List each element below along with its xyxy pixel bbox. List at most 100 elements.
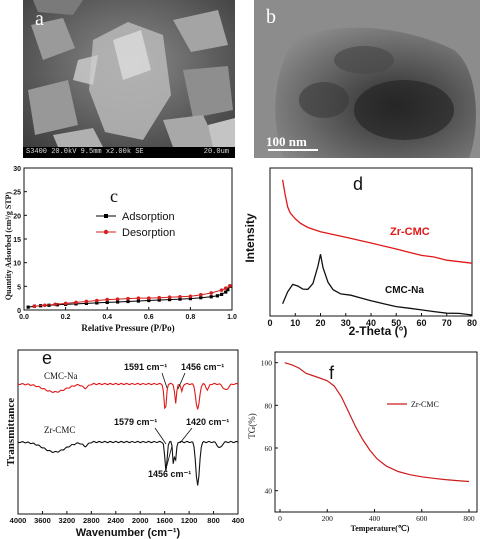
x-tick-label: 10 (290, 318, 300, 328)
data-point (199, 296, 203, 300)
x-tick-label: 400 (232, 516, 245, 525)
x-tick-label: 0.8 (186, 314, 196, 321)
data-point (63, 301, 68, 306)
x-tick-label: 1600 (156, 516, 173, 525)
y-tick-label: 15 (13, 237, 21, 244)
y-tick-label: 80 (265, 401, 273, 410)
annotation-arrow (161, 372, 168, 389)
annotation-1591: 1591 cm⁻¹ (124, 362, 167, 372)
data-point (226, 288, 230, 292)
panel-letter-c: c (110, 186, 118, 206)
legend-label: Desorption (122, 227, 175, 239)
data-point (26, 305, 30, 309)
series-line (282, 254, 473, 316)
data-point (188, 294, 193, 299)
series-line (281, 179, 473, 264)
x-tick-label: 3200 (59, 516, 76, 525)
data-point (55, 303, 59, 307)
data-point (157, 295, 161, 300)
data-point (199, 293, 203, 297)
x-tick-label: 50 (391, 318, 401, 328)
x-tick-label: 3600 (34, 516, 51, 525)
x-tick-label: 600 (416, 514, 428, 523)
x-tick-label: 400 (369, 514, 381, 523)
data-point (209, 291, 213, 295)
y-tick-label: 60 (265, 444, 273, 453)
tem-image-panel: b 100 nm (254, 0, 480, 158)
legend-marker (103, 229, 109, 235)
sem-texture (23, 0, 235, 158)
x-tick-label: 80 (467, 318, 477, 328)
x-tick-label: 800 (207, 516, 220, 525)
x-tick-label: 2000 (132, 516, 149, 525)
data-point (126, 299, 130, 304)
data-point (157, 298, 161, 302)
data-point (74, 300, 78, 305)
data-point (147, 296, 151, 300)
series-label-cmc-na: CMC-Na (44, 371, 78, 381)
legend-label: Zr-CMC (411, 400, 439, 409)
series-label-zr-cmc: Zr-CMC (390, 226, 430, 238)
y-tick-label: 40 (265, 487, 273, 496)
x-tick-label: 2400 (107, 516, 124, 525)
isotherm-chart: 0.0 0.2 0.4 0.6 0.8 1.0 0 5 10 15 20 25 30 c Adsorpt… (4, 166, 237, 333)
data-point (136, 299, 140, 303)
sem-image-panel: a S3400 20.0kV 9.5mm x2.00k SE 20.0um (23, 0, 235, 158)
y-tick-label: 10 (13, 261, 21, 268)
panel-letter-e: e (42, 348, 52, 368)
annotation-1456-bottom: 1456 cm⁻¹ (148, 469, 191, 479)
sem-parameters: S3400 20.0kV 9.5mm x2.00k SE (26, 148, 144, 156)
data-point (84, 299, 89, 304)
data-point (126, 296, 130, 301)
series-label-zr-cmc: Zr-CMC (44, 425, 75, 435)
x-tick-label: 4000 (10, 516, 27, 525)
data-point (84, 301, 88, 305)
x-tick-label: 200 (322, 514, 334, 523)
sem-info-bar: S3400 20.0kV 9.5mm x2.00k SE 20.0um (23, 147, 235, 158)
plot-frame (274, 351, 478, 513)
x-tick-label: 0.6 (144, 314, 154, 321)
annotation-arrow (165, 445, 173, 470)
data-point (95, 301, 99, 305)
x-tick-label: 0 (267, 318, 272, 328)
series-line (284, 362, 470, 483)
data-point (223, 286, 228, 291)
y-tick-label: 5 (17, 284, 21, 291)
tem-texture (254, 0, 480, 158)
y-tick-label: 0 (17, 308, 21, 315)
annotation-arrow (154, 427, 167, 445)
panel-letter-b: b (266, 6, 276, 28)
tem-scale-bar (268, 149, 318, 151)
x-axis-label: Wavenumber (cm⁻¹) (76, 527, 181, 539)
data-point (219, 288, 224, 292)
x-tick-label: 800 (463, 514, 475, 523)
data-point (105, 300, 109, 305)
data-point (116, 300, 120, 304)
plot-frame (17, 349, 239, 515)
data-point (220, 292, 224, 296)
data-point (168, 297, 172, 302)
tem-scale-label: 100 nm (266, 134, 307, 149)
series-label-cmc-na: CMC-Na (385, 285, 424, 296)
data-point (167, 295, 172, 300)
annotation-arrow (179, 427, 193, 444)
x-tick-label: 70 (442, 318, 452, 328)
data-point (43, 303, 47, 308)
panel-letter-d: d (353, 174, 363, 194)
y-tick-label: 20 (13, 213, 21, 220)
annotation-arrow (177, 372, 186, 390)
x-tick-label: 60 (416, 318, 426, 328)
ftir-chart: 4000 3600 3200 2800 2400 2000 1600 1200 800 400 e… (5, 348, 245, 539)
x-axis-label: Temperature(℃) (351, 524, 410, 533)
data-point (105, 297, 109, 302)
y-tick-label: 25 (13, 190, 21, 197)
data-point (136, 296, 141, 300)
data-point (95, 298, 99, 303)
data-point (209, 295, 213, 299)
data-point (178, 294, 182, 299)
data-point (224, 290, 228, 294)
panel-letter-f: f (329, 363, 335, 383)
data-point (228, 284, 232, 288)
y-axis-label: Quantity Adsorbed (cm³/g STP) (4, 191, 13, 300)
y-axis-label: Transmittance (5, 398, 17, 466)
